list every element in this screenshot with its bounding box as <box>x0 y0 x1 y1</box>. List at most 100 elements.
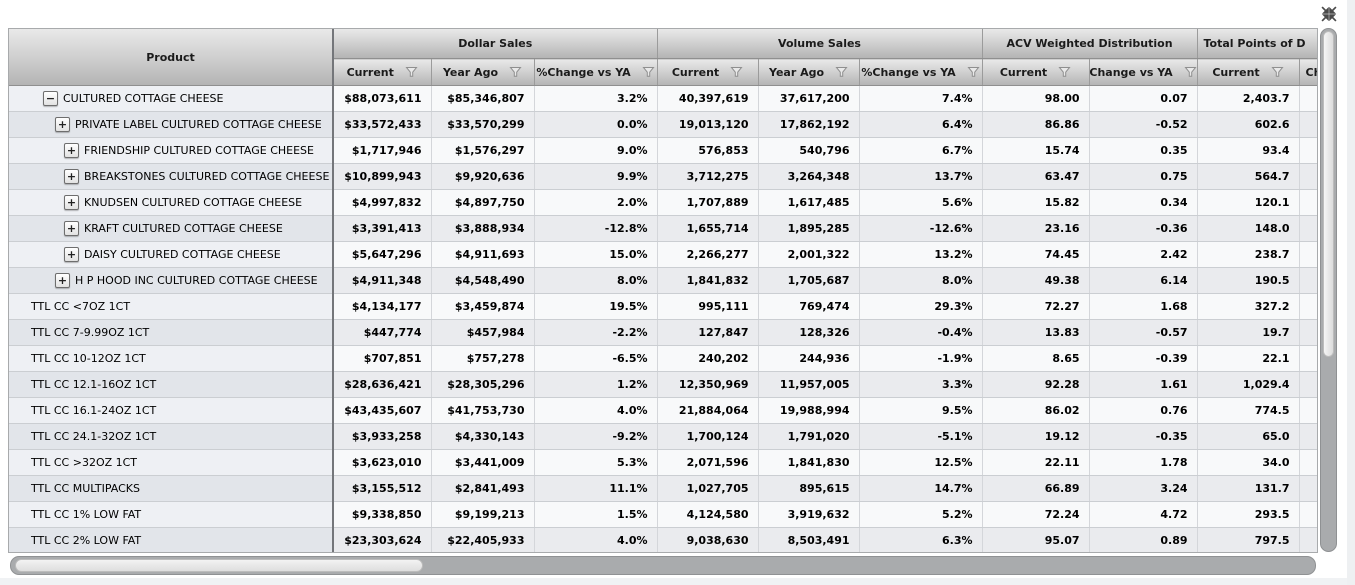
filter-icon[interactable] <box>642 66 655 78</box>
table-row[interactable]: TTL CC 12.1-16OZ 1CT $28,636,421 $28,305,2… <box>9 371 1317 398</box>
cell-volume-pct-change: 5.2% <box>859 501 983 528</box>
product-cell[interactable]: + DAISY CULTURED COTTAGE CHEESE <box>9 241 334 268</box>
fullscreen-toggle-icon[interactable] <box>1321 6 1337 22</box>
table-row[interactable]: TTL CC 16.1-24OZ 1CT $43,435,607 $41,753,7… <box>9 397 1317 424</box>
cell-acv-current: 19.12 <box>982 423 1090 450</box>
product-cell[interactable]: − CULTURED COTTAGE CHEESE <box>9 85 334 112</box>
product-cell[interactable]: + KNUDSEN CULTURED COTTAGE CHEESE <box>9 189 334 216</box>
cell-volume-current: 1,027,705 <box>657 475 759 502</box>
cell-dollar-current: $33,572,433 <box>333 111 432 138</box>
cell-dollar-pct-change: -2.2% <box>534 319 658 346</box>
expander-plus-icon[interactable]: + <box>64 169 79 184</box>
group-header-acv-weighted-distribution: ACV Weighted Distribution <box>982 29 1198 59</box>
table-row[interactable]: TTL CC 2% LOW FAT $23,303,624 $22,405,933 4… <box>9 527 1317 552</box>
horizontal-scrollbar-thumb[interactable] <box>15 559 423 572</box>
col-header-acv-change-vs-ya[interactable]: Change vs YA <box>1089 58 1198 86</box>
filter-icon[interactable] <box>1184 66 1197 78</box>
expander-plus-icon[interactable]: + <box>64 247 79 262</box>
product-cell[interactable]: + BREAKSTONES CULTURED COTTAGE CHEESE <box>9 163 334 190</box>
cell-dollar-current: $447,774 <box>333 319 432 346</box>
col-header-acv-current[interactable]: Current <box>982 58 1090 86</box>
expander-plus-icon[interactable]: + <box>55 117 70 132</box>
cell-dollar-year-ago: $757,278 <box>431 345 535 372</box>
product-cell[interactable]: TTL CC 10-12OZ 1CT <box>9 345 334 372</box>
col-header-volume-pct-change[interactable]: %Change vs YA <box>859 58 983 86</box>
col-header-tpd-current[interactable]: Current <box>1197 58 1300 86</box>
table-row[interactable]: + KNUDSEN CULTURED COTTAGE CHEESE $4,997,8… <box>9 189 1317 216</box>
product-label: TTL CC 10-12OZ 1CT <box>31 352 146 365</box>
product-cell[interactable]: TTL CC <7OZ 1CT <box>9 293 334 320</box>
product-cell[interactable]: TTL CC 12.1-16OZ 1CT <box>9 371 334 398</box>
product-cell[interactable]: TTL CC 16.1-24OZ 1CT <box>9 397 334 424</box>
table-row[interactable]: + H P HOOD INC CULTURED COTTAGE CHEESE $4,… <box>9 267 1317 294</box>
col-header-volume-current[interactable]: Current <box>657 58 759 86</box>
expander-plus-icon[interactable]: + <box>64 221 79 236</box>
product-label: KNUDSEN CULTURED COTTAGE CHEESE <box>84 196 303 209</box>
table-row[interactable]: TTL CC 10-12OZ 1CT $707,851 $757,278 -6.5% 2… <box>9 345 1317 372</box>
table-row[interactable]: + PRIVATE LABEL CULTURED COTTAGE CHEESE $3… <box>9 111 1317 138</box>
col-header-dollar-pct-change[interactable]: %Change vs YA <box>534 58 658 86</box>
table-row[interactable]: + DAISY CULTURED COTTAGE CHEESE $5,647,296… <box>9 241 1317 268</box>
cell-tpd-current: 774.5 <box>1197 397 1300 424</box>
product-cell[interactable]: + H P HOOD INC CULTURED COTTAGE CHEESE <box>9 267 334 294</box>
product-cell[interactable]: TTL CC 1% LOW FAT <box>9 501 334 528</box>
vertical-scrollbar[interactable] <box>1320 28 1337 552</box>
filter-icon[interactable] <box>730 66 743 78</box>
filter-icon[interactable] <box>967 66 980 78</box>
pivot-table: Product Dollar Sales Volume Sales ACV We… <box>9 29 1317 552</box>
table-row[interactable]: TTL CC MULTIPACKS $3,155,512 $2,841,493 11.… <box>9 475 1317 502</box>
cell-acv-current: 95.07 <box>982 527 1090 552</box>
product-label: KRAFT CULTURED COTTAGE CHEESE <box>84 222 283 235</box>
cell-volume-current: 2,071,596 <box>657 449 759 476</box>
product-cell[interactable]: TTL CC 2% LOW FAT <box>9 527 334 552</box>
cell-tpd-current: 564.7 <box>1197 163 1300 190</box>
cell-volume-pct-change: 6.4% <box>859 111 983 138</box>
col-header-volume-year-ago[interactable]: Year Ago <box>758 58 860 86</box>
cell-tpd-change-clipped <box>1299 345 1317 372</box>
table-row[interactable]: + KRAFT CULTURED COTTAGE CHEESE $3,391,413… <box>9 215 1317 242</box>
table-row[interactable]: + FRIENDSHIP CULTURED COTTAGE CHEESE $1,71… <box>9 137 1317 164</box>
table-row[interactable]: TTL CC >32OZ 1CT $3,623,010 $3,441,009 5.3%… <box>9 449 1317 476</box>
cell-dollar-pct-change: 15.0% <box>534 241 658 268</box>
product-cell[interactable]: + FRIENDSHIP CULTURED COTTAGE CHEESE <box>9 137 334 164</box>
table-row[interactable]: TTL CC 24.1-32OZ 1CT $3,933,258 $4,330,143… <box>9 423 1317 450</box>
product-cell[interactable]: TTL CC 24.1-32OZ 1CT <box>9 423 334 450</box>
table-row[interactable]: + BREAKSTONES CULTURED COTTAGE CHEESE $10,… <box>9 163 1317 190</box>
product-cell[interactable]: + PRIVATE LABEL CULTURED COTTAGE CHEESE <box>9 111 334 138</box>
table-row[interactable]: TTL CC 7-9.99OZ 1CT $447,774 $457,984 -2.2%… <box>9 319 1317 346</box>
col-header-tpd-change-clipped[interactable]: Ch <box>1299 58 1317 86</box>
cell-volume-pct-change: 13.2% <box>859 241 983 268</box>
product-cell[interactable]: TTL CC 7-9.99OZ 1CT <box>9 319 334 346</box>
cell-dollar-pct-change: 8.0% <box>534 267 658 294</box>
filter-icon[interactable] <box>835 66 848 78</box>
group-header-volume-sales: Volume Sales <box>657 29 983 59</box>
cell-acv-change-vs-ya: 0.35 <box>1089 137 1198 164</box>
cell-dollar-current: $43,435,607 <box>333 397 432 424</box>
expander-plus-icon[interactable]: + <box>64 195 79 210</box>
cell-volume-pct-change: -5.1% <box>859 423 983 450</box>
table-row[interactable]: − CULTURED COTTAGE CHEESE $88,073,611 $85,3… <box>9 85 1317 112</box>
product-cell[interactable]: TTL CC >32OZ 1CT <box>9 449 334 476</box>
cell-volume-year-ago: 3,919,632 <box>758 501 860 528</box>
product-cell[interactable]: + KRAFT CULTURED COTTAGE CHEESE <box>9 215 334 242</box>
table-row[interactable]: TTL CC <7OZ 1CT $4,134,177 $3,459,874 19.5%… <box>9 293 1317 320</box>
product-cell[interactable]: TTL CC MULTIPACKS <box>9 475 334 502</box>
cell-dollar-current: $9,338,850 <box>333 501 432 528</box>
cell-volume-year-ago: 769,474 <box>758 293 860 320</box>
expander-plus-icon[interactable]: + <box>64 143 79 158</box>
vertical-scrollbar-thumb[interactable] <box>1323 31 1334 357</box>
cell-dollar-current: $3,155,512 <box>333 475 432 502</box>
cell-dollar-pct-change: 3.2% <box>534 85 658 112</box>
table-row[interactable]: TTL CC 1% LOW FAT $9,338,850 $9,199,213 1.5… <box>9 501 1317 528</box>
col-header-dollar-year-ago[interactable]: Year Ago <box>431 58 535 86</box>
expander-minus-icon[interactable]: − <box>43 91 58 106</box>
horizontal-scrollbar[interactable] <box>10 556 1316 575</box>
filter-icon[interactable] <box>1271 66 1284 78</box>
col-header-dollar-current[interactable]: Current <box>333 58 432 86</box>
expander-plus-icon[interactable]: + <box>55 273 70 288</box>
cell-dollar-current: $4,997,832 <box>333 189 432 216</box>
filter-icon[interactable] <box>1058 66 1071 78</box>
filter-icon[interactable] <box>509 66 522 78</box>
filter-icon[interactable] <box>405 66 418 78</box>
product-column-header[interactable]: Product <box>9 29 334 86</box>
